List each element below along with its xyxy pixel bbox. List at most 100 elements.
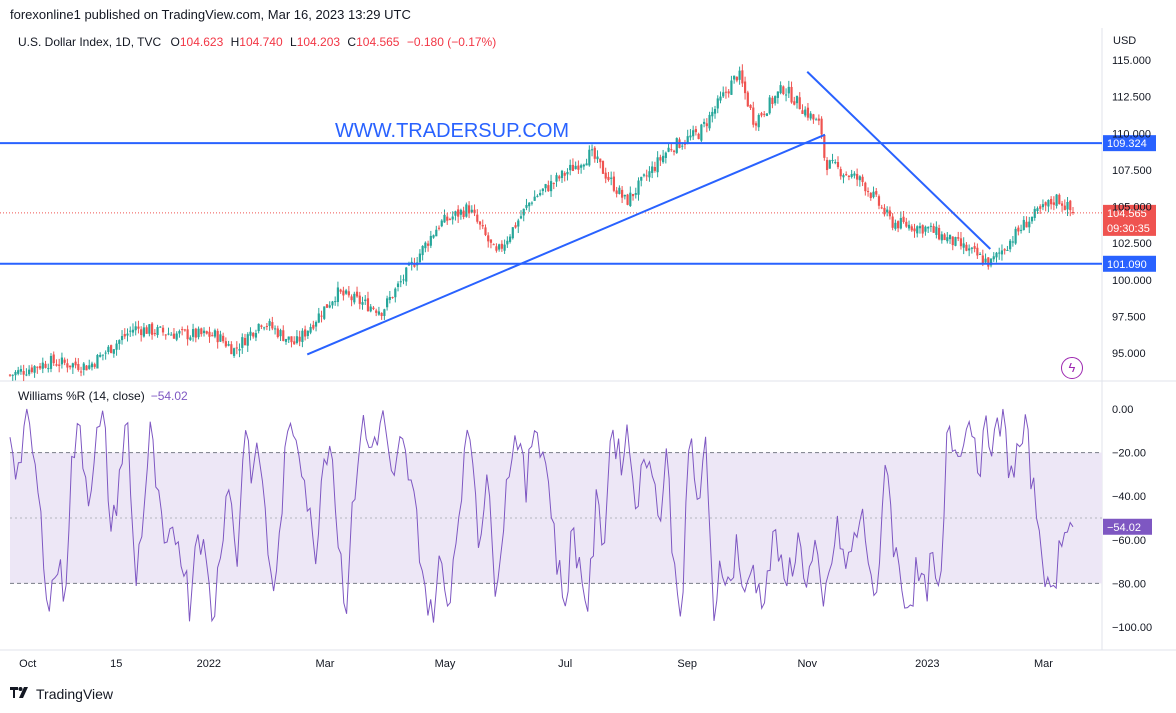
candle-body [216,330,219,343]
candle-body [366,298,370,312]
candle-body [984,258,987,263]
candle-body [99,354,102,357]
candle-body [645,175,648,177]
candle-body [831,159,834,162]
candle-body [842,175,845,178]
candle-body [222,335,225,342]
candle-body [69,365,72,368]
candle-body [312,324,315,329]
wr-tick-label: 0.00 [1112,404,1133,416]
candle-body [25,374,28,376]
candle-body [437,227,441,229]
candle-body [353,293,356,303]
candle-body [1028,221,1031,228]
candle-body [1006,249,1009,251]
candle-body [514,225,517,228]
candle-body [566,171,569,175]
candle-body [735,76,738,81]
candle-body [929,225,933,227]
candle-body [637,180,640,195]
candle-body [946,237,949,242]
price-tick-label: 95.000 [1112,348,1146,360]
candle-body [662,155,665,163]
candle-body [375,310,378,313]
candle-body [787,86,790,94]
candle-body [921,225,924,234]
candle-body [1050,198,1053,205]
candle-body [287,336,290,340]
candle-body [672,150,676,152]
candle-body [306,330,309,336]
flash-icon[interactable]: ϟ [1061,357,1083,379]
candle-body [211,335,214,337]
candle-body [1060,203,1064,206]
candle-body [992,256,995,260]
candle-body [347,291,350,296]
price-tick-label: 115.000 [1112,55,1151,67]
tradingview-logo-icon [10,687,28,698]
candle-body [301,330,304,342]
candle-body [845,174,848,176]
candle-body [752,107,755,125]
candle-body [856,173,859,180]
candle-body [309,326,312,333]
candle-body [137,326,140,329]
candle-body [159,326,162,328]
candle-body [689,135,692,138]
candle-body [596,156,599,160]
candle-body [730,80,733,95]
candle-body [932,226,935,233]
candle-body [265,326,268,328]
candle-body [388,296,391,300]
candle-body [533,196,536,201]
candle-body [17,370,20,374]
candle-body [183,329,186,331]
candle-body [38,366,42,369]
low-value: 104.203 [296,35,341,49]
candle-body [795,95,799,104]
candle-body [528,202,531,207]
candle-body [213,330,217,337]
candle-body [899,218,902,229]
open-value: 104.623 [179,35,224,49]
candle-body [1044,202,1047,206]
candle-body [872,191,875,198]
candle-body [238,349,241,351]
candle-body [55,364,58,366]
time-tick-label: Nov [797,658,817,670]
candle-body [235,347,238,349]
candle-body [511,227,514,239]
price-tick-label: 97.500 [1112,311,1146,323]
candle-body [194,328,197,338]
candle-body [492,244,495,246]
indicator-name[interactable]: Williams %R (14, close) [18,389,145,403]
candle-body [804,109,807,116]
candle-body [798,97,801,110]
candle-body [782,86,785,95]
candle-body [760,113,763,116]
candle-body [508,236,512,242]
price-tick-label: 105.000 [1112,202,1152,214]
candle-body [304,329,307,337]
candle-body [768,97,771,114]
candle-body [626,194,629,205]
candle-body [828,160,831,169]
candle-body [1071,212,1075,214]
candle-body [692,130,695,137]
candle-body [959,238,963,247]
candle-body [948,234,952,240]
candle-body [749,104,752,109]
price-tag-label: 101.090 [1107,259,1147,271]
candle-body [276,328,279,338]
candle-body [241,337,244,348]
time-tick-label: 15 [110,658,122,670]
candle-body [164,334,167,336]
candle-body [697,133,700,140]
symbol-label[interactable]: U.S. Dollar Index, 1D, TVC [18,35,162,49]
candle-body [978,253,982,255]
candle-body [519,216,523,219]
candle-body [1036,208,1039,212]
candle-body [754,123,758,126]
candle-body [891,216,894,228]
